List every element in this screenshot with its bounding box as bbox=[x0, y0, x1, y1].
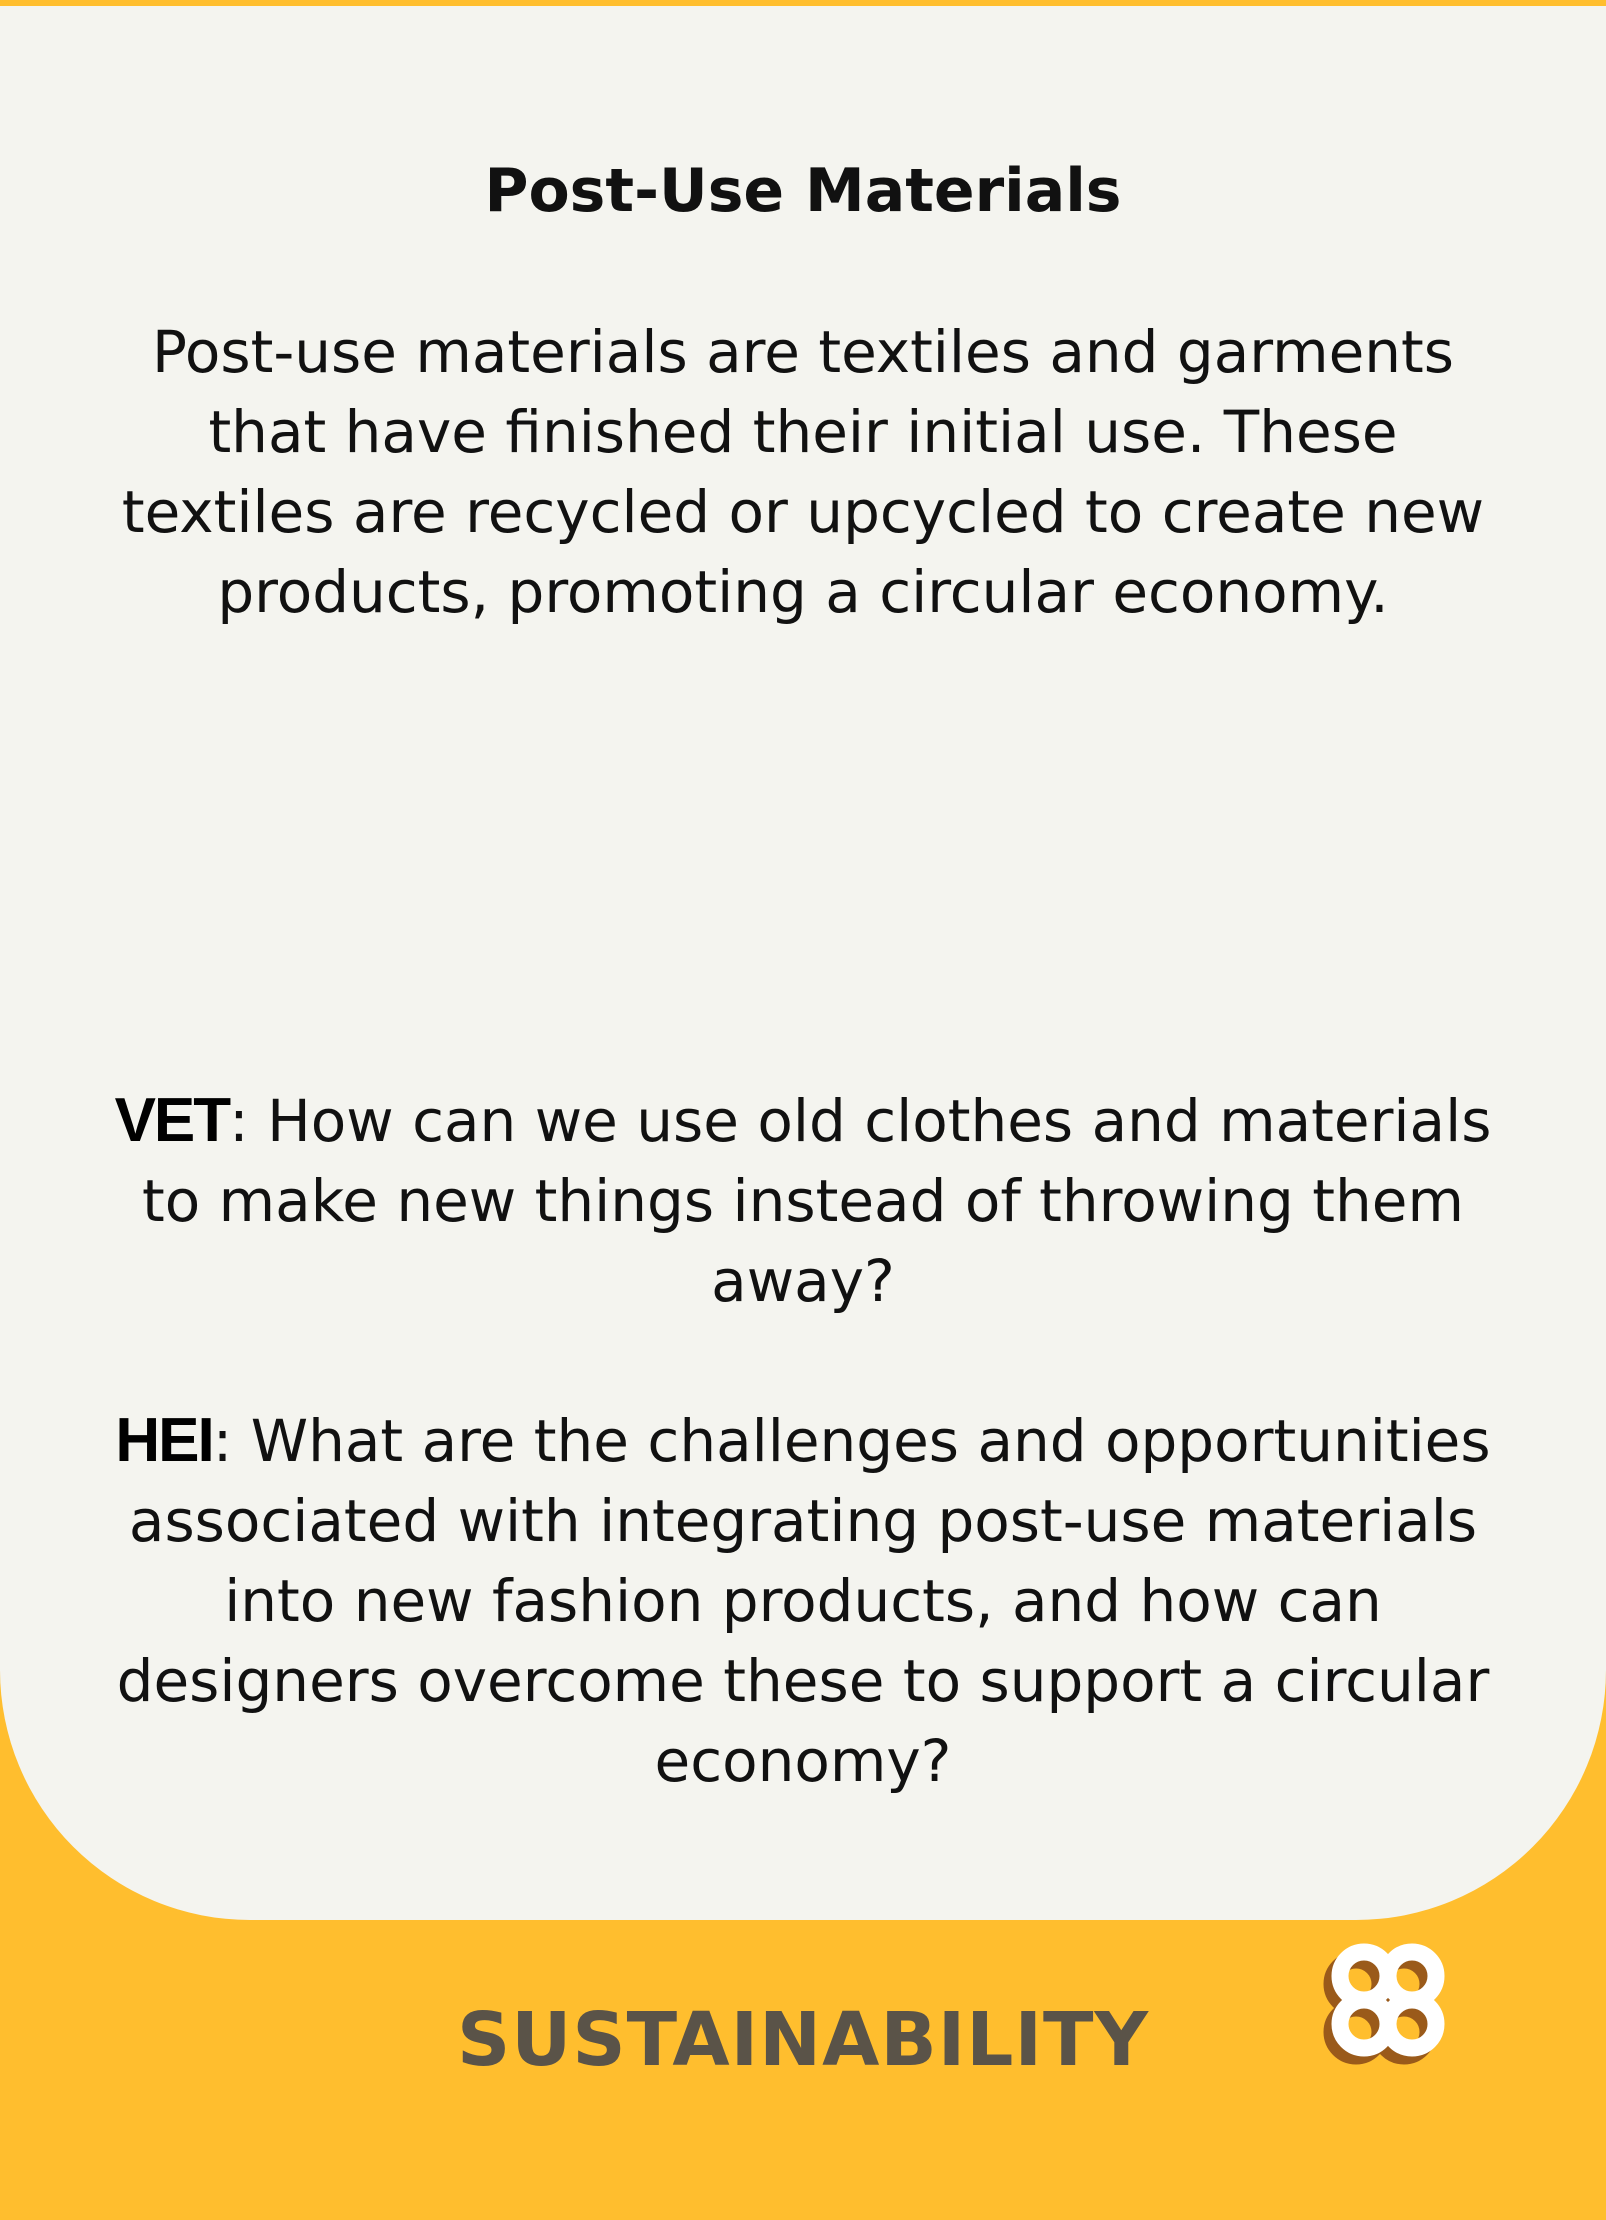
question-hei-label: HEI bbox=[115, 1406, 214, 1475]
question-hei-text: : What are the challenges and opportunit… bbox=[116, 1407, 1491, 1795]
question-vet: VET: How can we use old clothes and mate… bbox=[110, 1081, 1496, 1321]
question-hei: HEI: What are the challenges and opportu… bbox=[110, 1401, 1496, 1801]
card-title: Post-Use Materials bbox=[484, 156, 1122, 226]
question-vet-label: VET bbox=[114, 1086, 232, 1155]
definition-text: Post-use materials are textiles and garm… bbox=[121, 318, 1485, 626]
interlinked-loops-logo-icon bbox=[1323, 1943, 1445, 2065]
category-label: SUSTAINABILITY bbox=[456, 1997, 1150, 2083]
question-vet-text: : How can we use old clothes and materia… bbox=[142, 1087, 1492, 1315]
card-panel bbox=[0, 6, 1606, 1920]
